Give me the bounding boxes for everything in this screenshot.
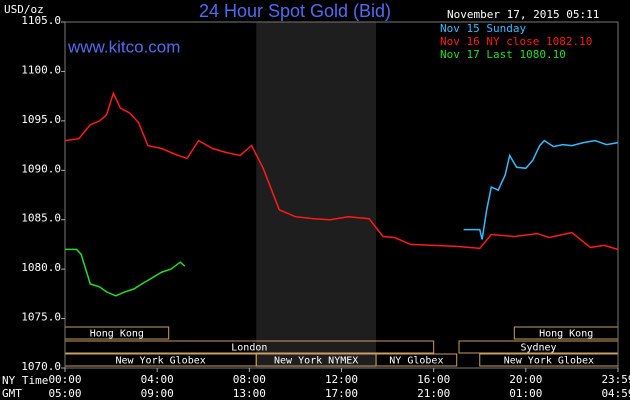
- session-label: Sydney: [520, 343, 556, 354]
- y-tick-label: 1090.0: [21, 162, 61, 175]
- x-tick-label: 20:00: [509, 373, 542, 386]
- x2-axis-label: GMT: [2, 387, 22, 400]
- session-label: New York Globex: [504, 356, 594, 367]
- x2-tick-label: 21:00: [417, 387, 450, 400]
- session-label: Hong Kong: [90, 329, 144, 340]
- y-tick-label: 1075.0: [21, 311, 61, 324]
- x-tick-label: 16:00: [417, 373, 450, 386]
- session-label: London: [231, 343, 267, 354]
- session-label: New York Globex: [115, 356, 205, 367]
- shaded-region: [256, 22, 377, 368]
- x-axis-label: NY Time: [2, 374, 48, 387]
- y-tick-label: 1105.0: [21, 14, 61, 27]
- series-line: [65, 248, 186, 297]
- y-tick-label: 1095.0: [21, 113, 61, 126]
- session-label: Hong Kong: [539, 329, 593, 340]
- x2-tick-label: 09:00: [141, 387, 174, 400]
- x2-tick-label: 17:00: [325, 387, 358, 400]
- x-tick-label: 08:00: [233, 373, 266, 386]
- y-tick-label: 1080.0: [21, 261, 61, 274]
- source-url: www.kitco.com: [67, 37, 180, 56]
- x-tick-label: 23:59: [601, 373, 630, 386]
- y-axis-label: USD/oz: [4, 3, 44, 16]
- legend-entry: Nov 17 Last 1080.10: [440, 48, 566, 61]
- legend-entry: Nov 16 NY close 1082.10: [440, 35, 592, 48]
- legend-entry: Nov 15 Sunday: [440, 22, 526, 35]
- x2-tick-label: 01:00: [509, 387, 542, 400]
- y-tick-label: 1100.0: [21, 63, 61, 76]
- x2-tick-label: 04:59: [601, 387, 630, 400]
- timestamp: November 17, 2015 05:11: [447, 8, 599, 21]
- series-line: [64, 91, 619, 251]
- x-tick-label: 12:00: [325, 373, 358, 386]
- x-tick-label: 04:00: [141, 373, 174, 386]
- y-tick-label: 1070.0: [21, 360, 61, 373]
- session-box: [375, 353, 458, 367]
- session-label: New York NYMEX: [274, 356, 358, 367]
- y-tick-label: 1085.0: [21, 212, 61, 225]
- session-label: NY Globex: [389, 356, 443, 367]
- series-line: [463, 139, 619, 240]
- chart-title: 24 Hour Spot Gold (Bid): [199, 1, 391, 21]
- x-tick-label: 00:00: [48, 373, 81, 386]
- x2-tick-label: 05:00: [48, 387, 81, 400]
- x2-tick-label: 13:00: [233, 387, 266, 400]
